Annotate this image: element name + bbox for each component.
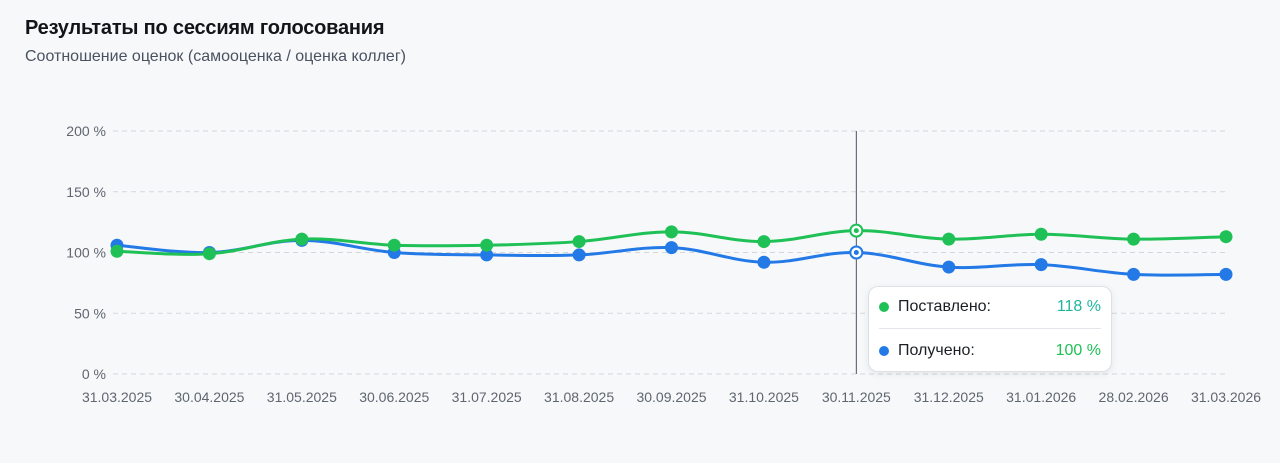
data-point <box>757 235 771 249</box>
data-point <box>1127 232 1141 246</box>
data-point <box>1034 258 1048 272</box>
x-tick-label: 31.12.2025 <box>914 389 984 405</box>
series-dot-icon <box>879 302 889 312</box>
tooltip-label: Поставлено: <box>898 298 991 315</box>
data-point <box>1034 227 1048 241</box>
data-point <box>387 238 401 252</box>
data-point <box>942 260 956 274</box>
data-point-active-center <box>853 250 859 255</box>
x-tick-label: 30.11.2025 <box>822 389 891 405</box>
data-point-active-center <box>853 228 859 234</box>
data-point <box>942 232 956 246</box>
x-tick-label: 31.03.2025 <box>82 389 152 405</box>
x-tick-label: 31.07.2025 <box>452 389 522 405</box>
tooltip-label: Получено: <box>898 342 975 359</box>
data-point <box>572 235 586 249</box>
data-point <box>110 244 124 258</box>
x-tick-label: 31.03.2026 <box>1191 389 1261 405</box>
chart-title: Результаты по сессиям голосования <box>25 17 385 39</box>
x-tick-label: 28.02.2026 <box>1099 389 1169 405</box>
x-tick-label: 31.01.2026 <box>1006 389 1076 405</box>
data-point <box>665 225 678 239</box>
x-tick-label: 31.10.2025 <box>729 389 799 405</box>
series-dot-icon <box>879 346 889 356</box>
chart-subtitle: Соотношение оценок (самооценка / оценка … <box>25 48 406 65</box>
tooltip-row-received: Получено: 100 % <box>879 340 1101 362</box>
x-tick-label: 30.09.2025 <box>636 389 706 405</box>
data-point <box>480 248 494 262</box>
data-point <box>757 255 771 269</box>
y-tick-label: 0 % <box>82 366 106 382</box>
x-tick-label: 31.08.2025 <box>544 389 614 405</box>
data-point <box>1219 230 1233 244</box>
data-point <box>665 241 678 255</box>
data-point <box>202 247 216 261</box>
y-tick-label: 150 % <box>66 184 106 200</box>
data-point <box>480 238 494 252</box>
data-point <box>1219 267 1233 281</box>
y-tick-label: 200 % <box>66 123 106 139</box>
y-tick-label: 50 % <box>74 305 106 321</box>
x-tick-label: 31.05.2025 <box>267 389 337 405</box>
x-tick-label: 30.06.2025 <box>359 389 429 405</box>
tooltip-value: 118 % <box>1056 298 1101 315</box>
data-point <box>295 232 309 246</box>
data-point <box>1127 267 1141 281</box>
tooltip-divider <box>879 328 1101 329</box>
data-point <box>572 248 586 262</box>
tooltip-row-given: Поставлено: 118 % <box>879 296 1101 318</box>
chart-tooltip: Поставлено: 118 % Получено: 100 % <box>868 286 1112 372</box>
tooltip-value: 100 % <box>1055 342 1101 359</box>
y-tick-label: 100 % <box>66 245 106 261</box>
x-tick-label: 30.04.2025 <box>174 389 244 405</box>
